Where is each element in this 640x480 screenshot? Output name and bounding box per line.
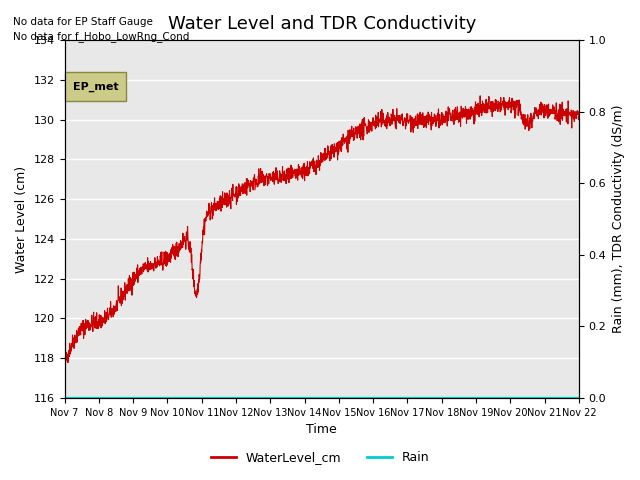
Text: EP_met: EP_met [72,82,118,92]
Text: No data for f_Hobo_LowRng_Cond: No data for f_Hobo_LowRng_Cond [13,31,189,42]
Legend: WaterLevel_cm, Rain: WaterLevel_cm, Rain [206,446,434,469]
Y-axis label: Water Level (cm): Water Level (cm) [15,166,28,273]
X-axis label: Time: Time [307,423,337,436]
Text: No data for EP Staff Gauge: No data for EP Staff Gauge [13,17,153,27]
Title: Water Level and TDR Conductivity: Water Level and TDR Conductivity [168,15,476,33]
Y-axis label: Rain (mm), TDR Conductivity (dS/m): Rain (mm), TDR Conductivity (dS/m) [612,105,625,333]
FancyBboxPatch shape [65,72,126,101]
